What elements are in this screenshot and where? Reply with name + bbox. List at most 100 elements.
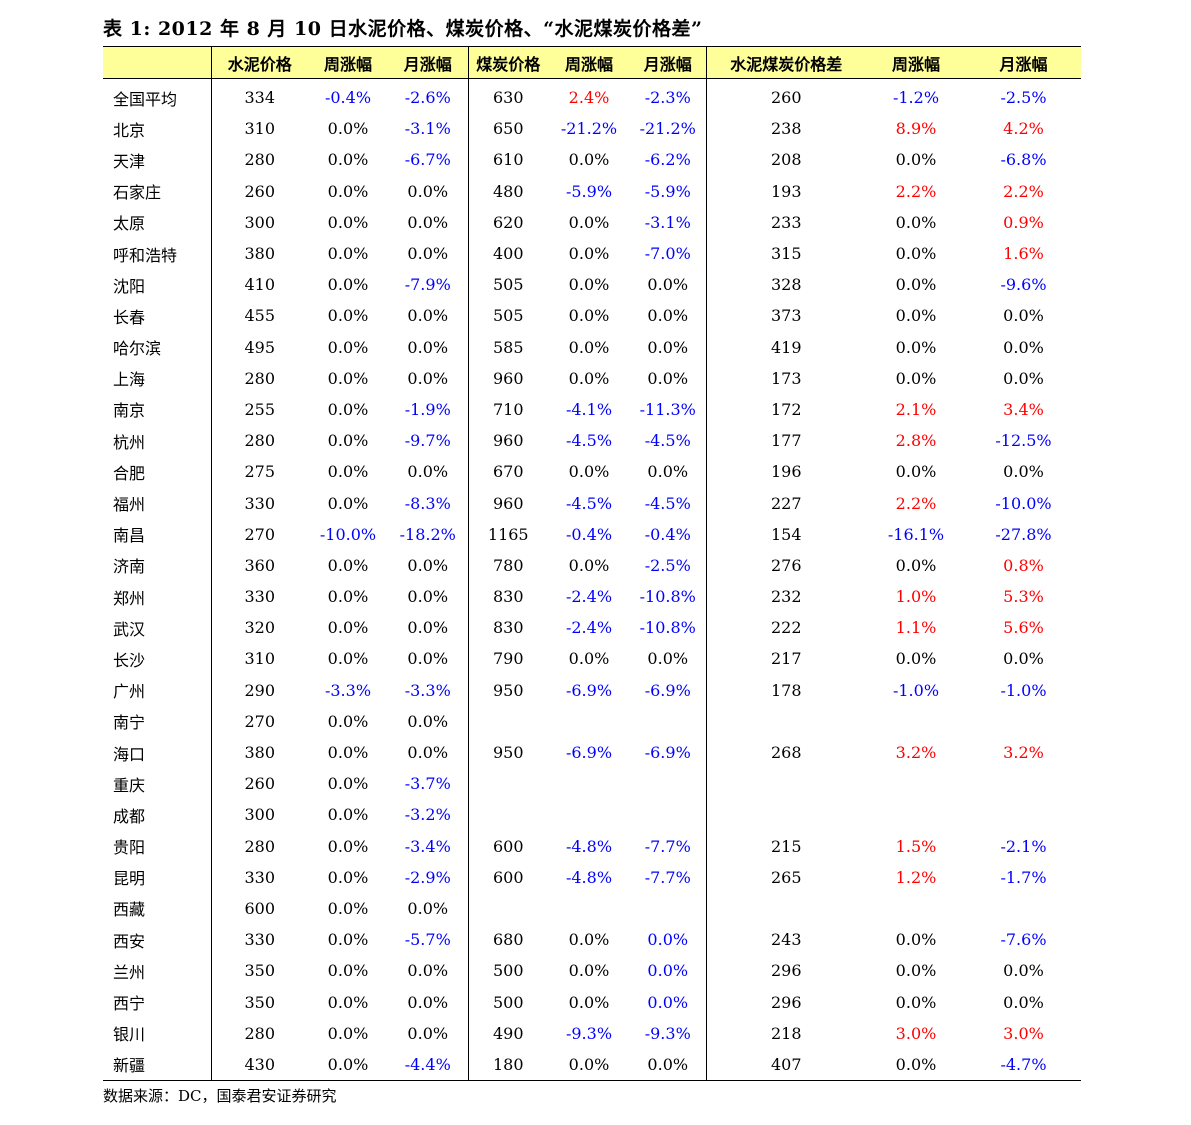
cell-coal-monthly-change: -3.1%	[644, 212, 691, 232]
cell-city: 太原	[113, 214, 146, 234]
cell-city: 西宁	[113, 994, 146, 1014]
cell-cement-weekly-change: 0.0%	[327, 961, 369, 981]
cell-coal-weekly-change: 0.0%	[568, 275, 610, 295]
cell-cement-price: 350	[210, 955, 308, 987]
cell-spread-weekly-change: 0.0%	[895, 212, 937, 232]
cell-cement-price: 495	[210, 331, 308, 363]
cell-city: 南昌	[113, 526, 146, 546]
cell-cement-monthly-change: -18.2%	[399, 524, 456, 544]
cell-cement-monthly-change: -3.4%	[404, 836, 451, 856]
cell-spread: 196	[705, 456, 866, 488]
cell-coal-price: 600	[467, 861, 548, 893]
cell-cement-price: 290	[210, 674, 308, 706]
cell-spread-weekly-change: 0.0%	[895, 368, 937, 388]
cell-cement-weekly-change: 0.0%	[327, 618, 369, 638]
cell-coal-monthly-change: -11.3%	[639, 399, 696, 419]
table-row: 长沙 310 0.0% 0.0% 790 0.0% 0.0% 217 0.0% 0.0%	[103, 643, 1081, 675]
cell-spread-weekly-change: 1.0%	[895, 587, 937, 607]
cell-cement-price: 310	[210, 113, 308, 145]
header-cement-price: 水泥价格	[210, 46, 308, 79]
cell-cement-weekly-change: 0.0%	[327, 774, 369, 794]
cell-cement-monthly-change: 0.0%	[407, 368, 449, 388]
cell-coal-price	[467, 705, 548, 737]
cell-spread-weekly-change: 0.0%	[895, 150, 937, 170]
cell-cement-price: 280	[210, 425, 308, 457]
cell-city: 贵阳	[113, 838, 146, 858]
cell-city: 杭州	[113, 432, 146, 452]
cell-coal-weekly-change: 0.0%	[568, 244, 610, 264]
cell-city: 福州	[113, 495, 146, 515]
cell-spread-weekly-change	[866, 768, 966, 799]
cell-city: 济南	[113, 557, 146, 577]
cell-coal-weekly-change: -9.3%	[565, 1023, 613, 1043]
cell-city: 南宁	[113, 713, 146, 733]
source-note: 数据来源：DC，国泰君安证券研究	[103, 1087, 337, 1105]
cell-city: 呼和浩特	[113, 245, 178, 265]
cell-coal-weekly-change: 0.0%	[568, 555, 610, 575]
cell-city: 新疆	[103, 1048, 211, 1081]
cell-cement-monthly-change: -5.7%	[404, 930, 451, 950]
cell-cement-price: 280	[210, 144, 308, 176]
cell-cement-price: 255	[210, 393, 308, 426]
cell-cement-monthly-change: 0.0%	[407, 961, 449, 981]
cell-coal-price: 950	[467, 736, 548, 769]
cell-cement-weekly-change: 0.0%	[327, 462, 369, 482]
table-row: 福州 330 0.0% -8.3% 960 -4.5% -4.5% 227 2.2% -10.0%	[103, 487, 1081, 519]
cell-cement-monthly-change: 0.0%	[407, 618, 449, 638]
cell-coal-price: 650	[467, 113, 548, 145]
cell-spread-weekly-change: 1.2%	[895, 867, 937, 887]
cell-spread: 419	[705, 331, 866, 363]
cell-coal-price: 490	[467, 1017, 548, 1049]
cell-coal-price: 180	[467, 1048, 548, 1081]
cell-spread: 296	[705, 955, 866, 987]
cell-coal-weekly-change: 0.0%	[568, 212, 610, 232]
cell-spread-monthly-change: -10.0%	[995, 493, 1052, 513]
cell-spread-weekly-change: 0.0%	[895, 306, 937, 326]
cell-city: 成都	[113, 806, 146, 826]
cell-coal-monthly-change: 0.0%	[647, 275, 689, 295]
table-row: 重庆 260 0.0% -3.7%	[103, 768, 1081, 800]
cell-coal-monthly-change: 0.0%	[647, 462, 689, 482]
cell-cement-price: 300	[210, 206, 308, 238]
cell-cement-price: 320	[210, 612, 308, 644]
cell-coal-price: 585	[467, 331, 548, 363]
cell-coal-weekly-change	[548, 768, 630, 799]
cell-spread: 315	[705, 237, 866, 270]
cell-spread-weekly-change: -1.2%	[892, 88, 940, 108]
cell-cement-monthly-change: -4.4%	[388, 1048, 468, 1081]
cell-spread: 178	[705, 674, 866, 706]
cell-cement-monthly-change: 0.0%	[407, 337, 449, 357]
cell-spread: 260	[705, 78, 866, 114]
cell-coal-monthly-change: -10.8%	[639, 587, 696, 607]
cell-coal-weekly-change: 0.0%	[548, 1048, 630, 1081]
cell-coal-monthly-change: 0.0%	[647, 649, 689, 669]
cell-city: 广州	[113, 682, 146, 702]
table-row: 沈阳 410 0.0% -7.9% 505 0.0% 0.0% 328 0.0% -9.6%	[103, 269, 1081, 301]
cell-coal-weekly-change: -4.8%	[565, 867, 613, 887]
cell-cement-monthly-change: 0.0%	[407, 898, 449, 918]
cell-spread	[705, 768, 866, 800]
table-row: 石家庄 260 0.0% 0.0% 480 -5.9% -5.9% 193 2.2% 2.2%	[103, 175, 1081, 207]
cell-spread-weekly-change	[866, 706, 966, 737]
cell-coal-monthly-change: -2.3%	[644, 88, 691, 108]
cell-coal-weekly-change: -0.4%	[565, 524, 613, 544]
cell-spread: 193	[705, 175, 866, 207]
header-city	[103, 46, 211, 79]
cell-spread: 373	[705, 300, 866, 332]
cell-spread-monthly-change: -9.6%	[1000, 275, 1047, 295]
table-row: 太原 300 0.0% 0.0% 620 0.0% -3.1% 233 0.0% 0.9%	[103, 206, 1081, 238]
cell-cement-weekly-change: 0.0%	[327, 431, 369, 451]
cell-cement-monthly-change: -8.3%	[404, 493, 451, 513]
table-title: 表 1: 2012 年 8 月 10 日水泥价格、煤炭价格、“水泥煤炭价格差”	[103, 18, 703, 40]
cell-spread-weekly-change: 1.5%	[895, 836, 937, 856]
cell-coal-weekly-change: 0.0%	[568, 992, 610, 1012]
cell-cement-weekly-change: 0.0%	[327, 306, 369, 326]
cell-coal-weekly-change: 0.0%	[568, 930, 610, 950]
cell-spread: 243	[705, 924, 866, 956]
cell-cement-price: 260	[210, 768, 308, 800]
cell-spread-weekly-change: 0.0%	[895, 961, 937, 981]
cell-cement-weekly-change: 0.0%	[327, 867, 369, 887]
cell-coal-weekly-change: 0.0%	[568, 649, 610, 669]
table-row: 成都 300 0.0% -3.2%	[103, 799, 1081, 831]
cell-coal-weekly-change	[548, 706, 630, 737]
